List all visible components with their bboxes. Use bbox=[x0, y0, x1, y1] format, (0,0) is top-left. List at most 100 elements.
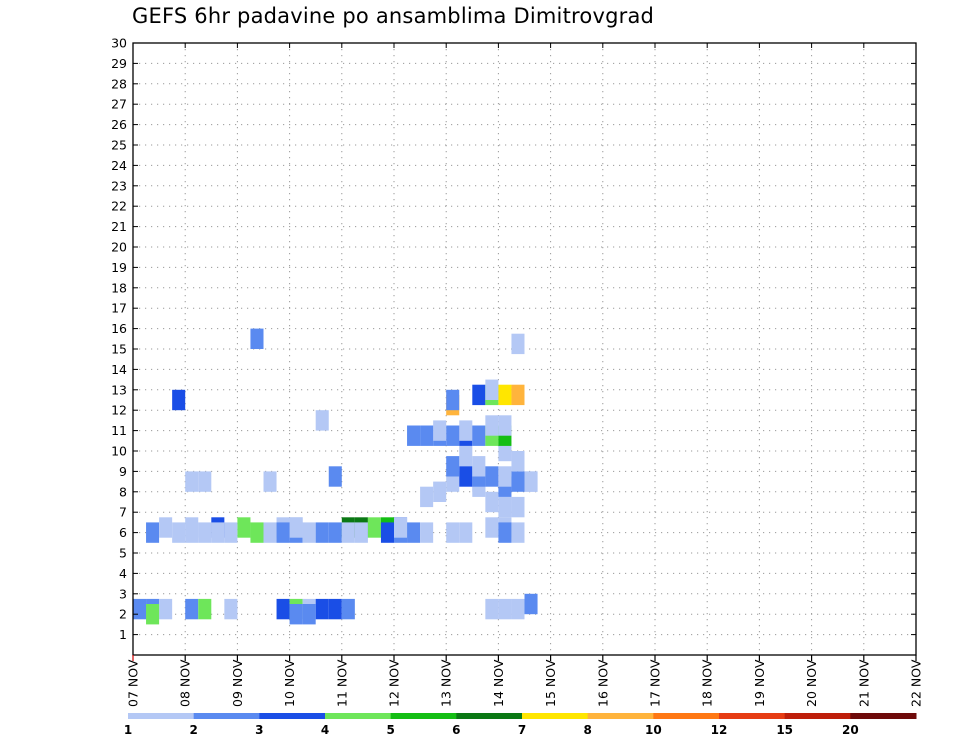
x-tick-label: 17 NOV bbox=[648, 659, 663, 707]
colorbar-segment bbox=[719, 713, 786, 719]
heatmap-cell bbox=[446, 522, 460, 543]
colorbar-label: 6 bbox=[452, 723, 460, 737]
heatmap-cell bbox=[237, 517, 251, 538]
y-tick-label: 30 bbox=[111, 36, 127, 51]
colorbar-segment bbox=[653, 713, 720, 719]
y-tick-label: 19 bbox=[111, 260, 127, 275]
y-tick-label: 22 bbox=[111, 199, 127, 214]
heatmap-cell bbox=[159, 598, 173, 620]
heatmap-cell bbox=[172, 389, 186, 411]
heatmap-cell bbox=[472, 384, 486, 406]
y-tick-label: 2 bbox=[119, 607, 127, 622]
x-tick-label: 07 NOV bbox=[126, 659, 141, 707]
heatmap-cell bbox=[380, 522, 394, 543]
colorbar-label: 12 bbox=[711, 723, 728, 737]
heatmap-cell bbox=[511, 451, 525, 472]
heatmap-cell bbox=[420, 486, 434, 508]
x-tick-label: 22 NOV bbox=[909, 659, 924, 707]
heatmap-cell bbox=[407, 522, 421, 543]
y-tick-label: 21 bbox=[111, 219, 127, 234]
heatmap-cell bbox=[341, 598, 355, 620]
heatmap-cell bbox=[315, 410, 329, 431]
colorbar-segment bbox=[522, 713, 589, 719]
y-tick-label: 17 bbox=[111, 301, 127, 316]
heatmap-cell bbox=[315, 598, 329, 620]
heatmap-cell bbox=[511, 471, 525, 492]
y-tick-label: 6 bbox=[119, 525, 127, 540]
x-tick-label: 15 NOV bbox=[543, 659, 558, 707]
x-tick-label: 08 NOV bbox=[178, 659, 193, 707]
y-tick-label: 18 bbox=[111, 280, 127, 295]
x-tick-label: 20 NOV bbox=[804, 659, 819, 707]
heatmap-cell bbox=[498, 466, 512, 487]
colorbar-segment bbox=[850, 713, 917, 719]
colorbar-segment bbox=[128, 713, 195, 719]
heatmap-cell bbox=[250, 328, 264, 349]
heatmap-cell bbox=[211, 522, 225, 543]
heatmap-cell bbox=[263, 471, 277, 492]
y-tick-label: 24 bbox=[111, 158, 127, 173]
y-tick-label: 15 bbox=[111, 342, 127, 357]
heatmap-cell bbox=[472, 456, 486, 477]
heatmap-cell bbox=[498, 598, 512, 620]
heatmap-cell bbox=[276, 598, 290, 620]
y-tick-label: 16 bbox=[111, 321, 127, 336]
colorbar-label: 7 bbox=[518, 723, 526, 737]
x-axis: 07 NOV 08 NOV 09 NOV 10 NOV 11 NOV 12 NOV 13 N… bbox=[126, 43, 924, 707]
y-tick-label: 4 bbox=[119, 566, 127, 581]
y-tick-label: 26 bbox=[111, 117, 127, 132]
heatmap-cell bbox=[302, 604, 316, 625]
heatmap-cell bbox=[459, 445, 473, 467]
heatmap-cell bbox=[407, 425, 421, 446]
colorbar-label: 10 bbox=[645, 723, 662, 737]
heatmap-cell bbox=[524, 471, 538, 492]
heatmap-cell bbox=[289, 517, 303, 538]
heatmap-cell bbox=[498, 522, 512, 543]
heatmap-cell bbox=[446, 389, 460, 411]
colorbar-segment bbox=[193, 713, 260, 719]
heatmap-cell bbox=[263, 522, 277, 543]
colorbar: 1 2 3 4 5 6 7 8 10 12 15 20 bbox=[124, 713, 917, 737]
heatmap-cell bbox=[459, 522, 473, 543]
heatmap-cell bbox=[459, 420, 473, 441]
heatmap-cell bbox=[485, 491, 499, 513]
x-tick-label: 11 NOV bbox=[334, 659, 349, 707]
y-tick-label: 11 bbox=[111, 423, 127, 438]
y-tick-label: 8 bbox=[119, 484, 127, 499]
x-tick-label: 09 NOV bbox=[230, 659, 245, 707]
heatmap-cell bbox=[511, 333, 525, 355]
heatmap-cell bbox=[289, 604, 303, 625]
heatmap-cell bbox=[302, 522, 316, 543]
heatmap-cell bbox=[276, 522, 290, 543]
y-tick-label: 10 bbox=[111, 444, 127, 459]
colorbar-label: 15 bbox=[776, 723, 793, 737]
heatmap-cell bbox=[198, 522, 212, 543]
heatmap-cell bbox=[198, 471, 212, 492]
heatmap-cell bbox=[446, 456, 460, 477]
colorbar-segment bbox=[259, 713, 326, 719]
heatmap-cell bbox=[498, 496, 512, 518]
heatmap-cell bbox=[328, 522, 342, 543]
y-tick-label: 28 bbox=[111, 76, 127, 91]
y-tick-label: 25 bbox=[111, 138, 127, 153]
y-tick-label: 13 bbox=[111, 382, 127, 397]
colorbar-label: 5 bbox=[386, 723, 394, 737]
heatmap-cell bbox=[511, 384, 525, 406]
heatmap-cell bbox=[485, 598, 499, 620]
y-tick-label: 9 bbox=[119, 464, 127, 479]
heatmap-cell bbox=[146, 604, 160, 625]
heatmap-cell bbox=[485, 415, 499, 436]
y-tick-label: 1 bbox=[119, 627, 127, 642]
heatmap-cell bbox=[172, 522, 186, 543]
heatmap-cell bbox=[485, 466, 499, 487]
heatmap-cell bbox=[511, 496, 525, 518]
chart-title: GEFS 6hr padavine po ansamblima Dimitrov… bbox=[132, 4, 655, 28]
heatmap-cell bbox=[250, 522, 264, 543]
heatmap-cell bbox=[185, 471, 199, 492]
colorbar-label: 8 bbox=[583, 723, 591, 737]
heatmap-cell bbox=[524, 593, 538, 615]
heatmap-cell bbox=[485, 517, 499, 538]
y-tick-label: 5 bbox=[119, 546, 127, 561]
x-tick-label: 10 NOV bbox=[282, 659, 297, 707]
y-tick-label: 29 bbox=[111, 56, 127, 71]
